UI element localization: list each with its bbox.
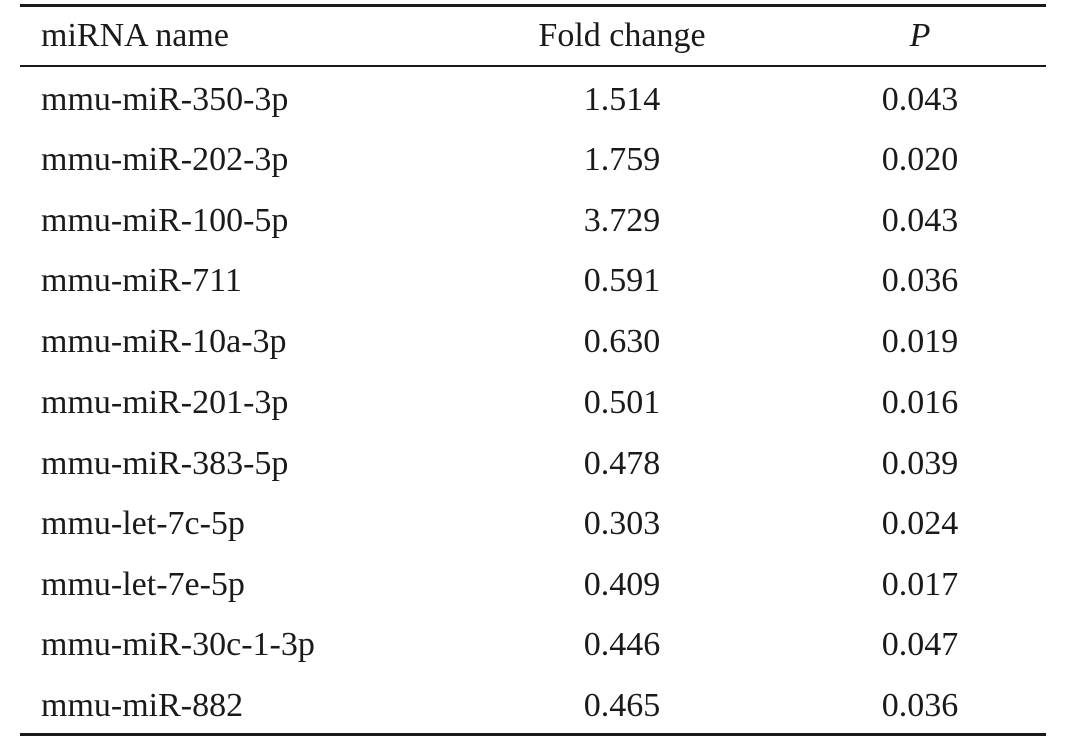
- cell-p-value: 0.047: [881, 626, 959, 663]
- cell-fold-change: 0.630: [583, 323, 661, 360]
- table-top-rule: [20, 4, 1046, 7]
- table-row: mmu-miR-100-5p 3.729 0.043: [20, 191, 1046, 251]
- cell-p-value: 0.017: [881, 566, 959, 603]
- cell-fold-change: 0.465: [583, 687, 661, 724]
- table-bottom-rule: [20, 733, 1046, 736]
- cell-p-value: 0.016: [881, 384, 959, 421]
- cell-mirna-name: mmu-miR-10a-3p: [41, 323, 287, 360]
- table-row: mmu-miR-201-3p 0.501 0.016: [20, 373, 1046, 433]
- header-fold-change: Fold change: [538, 17, 706, 54]
- table-row: mmu-miR-711 0.591 0.036: [20, 251, 1046, 311]
- cell-fold-change: 0.409: [583, 566, 661, 603]
- cell-mirna-name: mmu-let-7c-5p: [41, 505, 245, 542]
- table-row: mmu-miR-202-3p 1.759 0.020: [20, 130, 1046, 190]
- table-row: mmu-miR-383-5p 0.478 0.039: [20, 434, 1046, 494]
- cell-p-value: 0.036: [881, 687, 959, 724]
- table-row: mmu-miR-10a-3p 0.630 0.019: [20, 312, 1046, 372]
- table-row: mmu-let-7c-5p 0.303 0.024: [20, 494, 1046, 554]
- cell-fold-change: 0.501: [583, 384, 661, 421]
- cell-mirna-name: mmu-miR-30c-1-3p: [41, 626, 315, 663]
- cell-p-value: 0.039: [881, 445, 959, 482]
- cell-mirna-name: mmu-miR-350-3p: [41, 81, 289, 118]
- cell-fold-change: 3.729: [583, 202, 661, 239]
- table-header-row: miRNA name Fold change P: [20, 8, 1046, 64]
- cell-mirna-name: mmu-miR-383-5p: [41, 445, 289, 482]
- cell-p-value: 0.043: [881, 81, 959, 118]
- cell-p-value: 0.019: [881, 323, 959, 360]
- cell-mirna-name: mmu-miR-201-3p: [41, 384, 289, 421]
- mirna-table: miRNA name Fold change P mmu-miR-350-3p …: [20, 4, 1046, 738]
- cell-mirna-name: mmu-miR-202-3p: [41, 141, 289, 178]
- header-mirna-name: miRNA name: [41, 17, 229, 54]
- cell-p-value: 0.020: [881, 141, 959, 178]
- cell-fold-change: 0.303: [583, 505, 661, 542]
- cell-fold-change: 1.514: [583, 81, 661, 118]
- cell-p-value: 0.024: [881, 505, 959, 542]
- cell-p-value: 0.036: [881, 262, 959, 299]
- cell-fold-change: 0.591: [583, 262, 661, 299]
- header-p-value: P: [909, 17, 931, 54]
- cell-mirna-name: mmu-miR-882: [41, 687, 244, 724]
- cell-fold-change: 0.446: [583, 626, 661, 663]
- cell-fold-change: 0.478: [583, 445, 661, 482]
- table-row: mmu-let-7e-5p 0.409 0.017: [20, 555, 1046, 615]
- cell-fold-change: 1.759: [583, 141, 661, 178]
- table-header-rule: [20, 65, 1046, 67]
- table-row: mmu-miR-30c-1-3p 0.446 0.047: [20, 615, 1046, 675]
- table-row: mmu-miR-350-3p 1.514 0.043: [20, 70, 1046, 130]
- table-row: mmu-miR-882 0.465 0.036: [20, 676, 1046, 736]
- cell-mirna-name: mmu-miR-711: [41, 262, 242, 299]
- cell-mirna-name: mmu-let-7e-5p: [41, 566, 245, 603]
- cell-mirna-name: mmu-miR-100-5p: [41, 202, 289, 239]
- cell-p-value: 0.043: [881, 202, 959, 239]
